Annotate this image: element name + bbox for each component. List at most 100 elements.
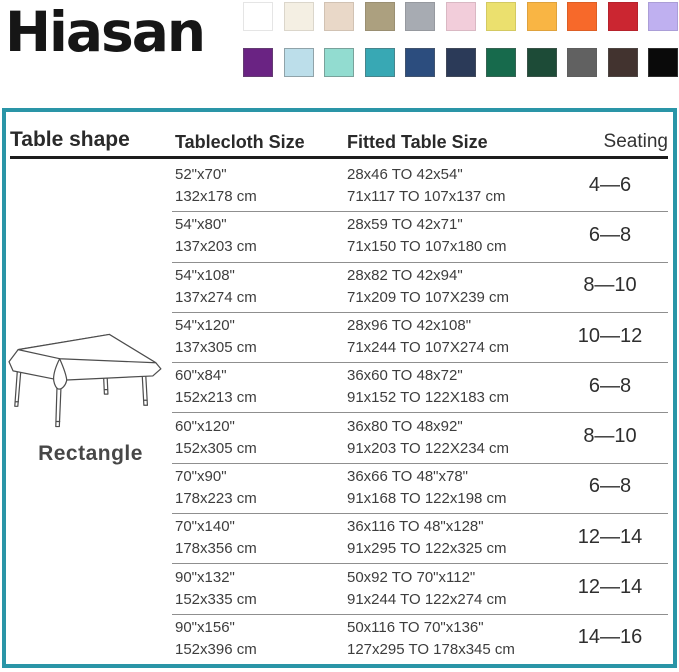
fitted-cm: 91x152 TO 122X183 cm bbox=[347, 389, 510, 407]
seating-cell: 14—16 bbox=[577, 626, 643, 649]
shape-label: Rectangle bbox=[38, 442, 143, 465]
table-row: 54"x108" 137x274 cm 28x82 TO 42x94" 71x209 … bbox=[6, 261, 673, 312]
color-swatch-grid bbox=[243, 2, 678, 77]
color-swatch bbox=[324, 2, 354, 31]
header-divider bbox=[10, 156, 668, 159]
size-inches: 90"x156" bbox=[175, 618, 235, 636]
fitted-cm: 91x203 TO 122X234 cm bbox=[347, 439, 510, 457]
color-swatch bbox=[486, 48, 516, 77]
fitted-cm: 71x150 TO 107x180 cm bbox=[347, 238, 507, 256]
size-cm: 152x396 cm bbox=[175, 640, 257, 658]
color-swatch bbox=[283, 48, 314, 77]
fitted-cm: 91x244 TO 122x274 cm bbox=[347, 590, 507, 608]
tablecloth-size-cell: 90"x156" 152x396 cm bbox=[175, 617, 347, 661]
seating-cell: 4—6 bbox=[588, 173, 632, 196]
size-inches: 90"x132" bbox=[175, 568, 235, 586]
fitted-size-cell: 50x116 TO 70"x136" 127x295 TO 178x345 cm bbox=[347, 617, 547, 661]
color-swatch bbox=[243, 2, 273, 31]
tablecloth-size-cell: 60"x84" 152x213 cm bbox=[175, 365, 347, 409]
size-inches: 70"x140" bbox=[175, 518, 235, 536]
fitted-cm: 127x295 TO 178x345 cm bbox=[347, 640, 515, 658]
fitted-cm: 91x295 TO 122x325 cm bbox=[347, 540, 507, 558]
color-swatch bbox=[648, 2, 678, 31]
size-inches: 60"x84" bbox=[175, 367, 227, 385]
seating-cell: 10—12 bbox=[577, 324, 643, 347]
color-swatch bbox=[445, 2, 476, 31]
tablecloth-size-cell: 70"x140" 178x356 cm bbox=[175, 516, 347, 560]
color-swatch bbox=[567, 48, 597, 77]
color-swatch bbox=[648, 48, 678, 77]
fitted-size-cell: 36x116 TO 48"x128" 91x295 TO 122x325 cm bbox=[347, 516, 547, 560]
fitted-size-cell: 28x96 TO 42x108" 71x244 TO 107X274 cm bbox=[347, 315, 547, 359]
tablecloth-size-cell: 54"x80" 137x203 cm bbox=[175, 214, 347, 258]
table-row: 52"x70" 132x178 cm 28x46 TO 42x54" 71x117 T… bbox=[6, 161, 673, 211]
fitted-inches: 28x59 TO 42x71" bbox=[347, 216, 463, 234]
size-cm: 132x178 cm bbox=[175, 188, 257, 206]
color-swatch bbox=[283, 2, 314, 31]
table-row: 70"x90" 178x223 cm 36x66 TO 48"x78" 91x168 … bbox=[6, 462, 673, 513]
tablecloth-size-cell: 70"x90" 178x223 cm bbox=[175, 466, 347, 510]
seating-cell: 8—10 bbox=[583, 425, 637, 448]
fitted-size-cell: 36x60 TO 48x72" 91x152 TO 122X183 cm bbox=[347, 365, 547, 409]
column-header-fitted-size: Fitted Table Size bbox=[347, 132, 488, 152]
fitted-inches: 28x82 TO 42x94" bbox=[347, 266, 463, 284]
tablecloth-size-cell: 90"x132" 152x335 cm bbox=[175, 567, 347, 611]
table-row: 54"x120" 137x305 cm 28x96 TO 42x108" 71x244… bbox=[6, 311, 673, 362]
color-swatch bbox=[567, 2, 597, 31]
table-row: 90"x132" 152x335 cm 50x92 TO 70"x112" 91x24… bbox=[6, 563, 673, 613]
size-cm: 152x305 cm bbox=[175, 439, 257, 457]
size-inches: 54"x108" bbox=[175, 266, 235, 284]
fitted-inches: 50x116 TO 70"x136" bbox=[347, 618, 484, 636]
brand-logo: Hiasan bbox=[5, 0, 206, 64]
tablecloth-size-cell: 60"x120" 152x305 cm bbox=[175, 416, 347, 460]
fitted-size-cell: 36x66 TO 48"x78" 91x168 TO 122x198 cm bbox=[347, 466, 547, 510]
size-inches: 70"x90" bbox=[175, 467, 227, 485]
size-rows: 52"x70" 132x178 cm 28x46 TO 42x54" 71x117 T… bbox=[6, 161, 673, 664]
color-swatch bbox=[405, 48, 435, 77]
color-swatch bbox=[445, 48, 476, 77]
size-cm: 152x335 cm bbox=[175, 590, 257, 608]
size-cm: 137x305 cm bbox=[175, 339, 257, 357]
fitted-cm: 71x244 TO 107X274 cm bbox=[347, 339, 510, 357]
column-header-table-shape: Table shape bbox=[10, 128, 130, 151]
seating-cell: 12—14 bbox=[577, 525, 643, 548]
tablecloth-size-cell: 54"x120" 137x305 cm bbox=[175, 315, 347, 359]
size-inches: 60"x120" bbox=[175, 417, 235, 435]
size-cm: 178x223 cm bbox=[175, 489, 257, 507]
tablecloth-size-cell: 54"x108" 137x274 cm bbox=[175, 265, 347, 309]
color-swatch bbox=[526, 48, 557, 77]
color-swatch bbox=[243, 48, 273, 77]
fitted-cm: 91x168 TO 122x198 cm bbox=[347, 489, 507, 507]
fitted-inches: 36x116 TO 48"x128" bbox=[347, 518, 484, 536]
fitted-size-cell: 28x59 TO 42x71" 71x150 TO 107x180 cm bbox=[347, 214, 547, 258]
size-cm: 137x203 cm bbox=[175, 238, 257, 256]
color-swatch bbox=[607, 48, 638, 77]
fitted-inches: 28x46 TO 42x54" bbox=[347, 166, 463, 184]
fitted-inches: 36x66 TO 48"x78" bbox=[347, 467, 469, 485]
table-row: 90"x156" 152x396 cm 50x116 TO 70"x136" 127x… bbox=[6, 613, 673, 664]
size-inches: 52"x70" bbox=[175, 166, 227, 184]
color-swatch bbox=[526, 2, 557, 31]
fitted-inches: 28x96 TO 42x108" bbox=[347, 317, 472, 335]
fitted-size-cell: 50x92 TO 70"x112" 91x244 TO 122x274 cm bbox=[347, 567, 547, 611]
size-cm: 152x213 cm bbox=[175, 389, 257, 407]
seating-cell: 6—8 bbox=[588, 223, 632, 246]
column-header-seating: Seating bbox=[603, 131, 668, 152]
size-inches: 54"x80" bbox=[175, 216, 227, 234]
seating-cell: 6—8 bbox=[588, 475, 632, 498]
seating-cell: 8—10 bbox=[583, 274, 637, 297]
size-chart-table: Table shape Tablecloth Size Fitted Table… bbox=[2, 108, 677, 668]
color-swatch bbox=[364, 48, 395, 77]
tablecloth-size-cell: 52"x70" 132x178 cm bbox=[175, 164, 347, 208]
fitted-inches: 50x92 TO 70"x112" bbox=[347, 568, 476, 586]
color-swatch bbox=[607, 2, 638, 31]
table-row: 70"x140" 178x356 cm 36x116 TO 48"x128" 91x2… bbox=[6, 513, 673, 563]
table-row: 60"x120" 152x305 cm 36x80 TO 48x92" 91x203 … bbox=[6, 412, 673, 462]
table-row: 60"x84" 152x213 cm 36x60 TO 48x72" 91x152 T… bbox=[6, 362, 673, 412]
fitted-cm: 71x117 TO 107x137 cm bbox=[347, 188, 506, 206]
column-header-tablecloth-size: Tablecloth Size bbox=[175, 132, 305, 152]
size-inches: 54"x120" bbox=[175, 317, 235, 335]
color-swatch bbox=[486, 2, 516, 31]
fitted-size-cell: 28x82 TO 42x94" 71x209 TO 107X239 cm bbox=[347, 265, 547, 309]
